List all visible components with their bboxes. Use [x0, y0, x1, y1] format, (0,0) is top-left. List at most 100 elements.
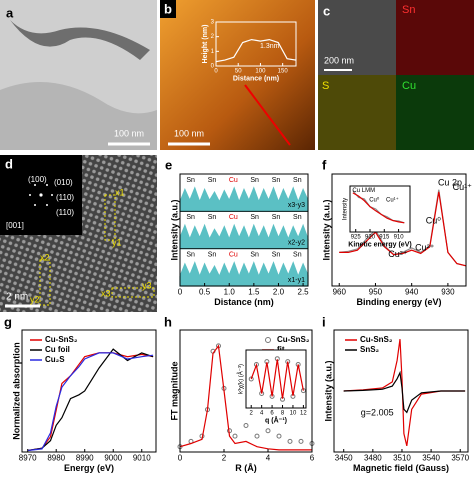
line [215, 38, 297, 63]
sn-map [396, 0, 474, 75]
peak-label: Sn [186, 177, 195, 184]
y-tick-label: 3 [211, 20, 215, 26]
peak-label: Sn [250, 252, 259, 259]
panel-label: e [165, 157, 172, 172]
data-point [232, 433, 238, 439]
panel-label: c [323, 3, 330, 18]
y-axis-label: k³χ(k) (Å⁻³) [238, 364, 245, 394]
plot-frame [331, 173, 467, 287]
annotation: Cu⁰ [426, 215, 442, 225]
x-tick-label: 100 [255, 68, 266, 74]
x-tick-label: 910 [394, 234, 405, 240]
line [27, 352, 154, 452]
map-label: S [322, 80, 329, 92]
x-axis-label: R (Å) [235, 463, 257, 473]
y-axis-label: Intensity [343, 198, 349, 220]
peak-label: Sn [250, 177, 259, 184]
annotation: Cu¹⁺ [453, 182, 473, 192]
afm-image [160, 0, 315, 150]
inset-bg [350, 186, 410, 232]
legend-label: Cu-SnS₂ [277, 335, 310, 344]
x-axis-label: q (Å⁻¹) [265, 415, 287, 424]
marker-label: y1 [112, 237, 122, 247]
peak-label: Cu [229, 177, 238, 184]
scale-bar-label: 200 nm [324, 55, 354, 65]
x-tick-label: 915 [379, 234, 390, 240]
sem-image [318, 0, 396, 75]
area [179, 223, 309, 250]
line [250, 359, 304, 399]
panel-label: i [322, 314, 326, 329]
legend-label: Cu-SnS₂ [360, 335, 393, 344]
marker-label: x2 [40, 252, 50, 262]
plot-frame [179, 173, 309, 287]
x-tick-label: 2.0 [273, 288, 285, 297]
x-tick-label: 1.5 [248, 288, 260, 297]
x-tick-label: 0 [178, 288, 183, 297]
area [179, 186, 309, 212]
y-tick-label: 0 [211, 64, 215, 70]
x-tick-label: 4 [260, 410, 264, 416]
x-axis-label: Magnetic field (Gauss) [353, 463, 449, 473]
peak-label: Sn [293, 214, 302, 221]
y-tick-label: 1 [211, 49, 215, 55]
spot-label: (110) [56, 208, 74, 217]
x-tick-label: 9000 [104, 454, 122, 463]
peak-label: Sn [272, 177, 281, 184]
x-tick-label: 6 [310, 454, 315, 463]
peak-label: Sn [272, 252, 281, 259]
annotation: Cu LMM [352, 188, 375, 194]
x-tick-label: 8990 [76, 454, 94, 463]
peak-label: Sn [250, 214, 259, 221]
x-tick-label: 960 [333, 288, 347, 297]
x-tick-label: 940 [405, 288, 419, 297]
panel-label: d [5, 156, 13, 171]
y-axis-label: Intensity (a.u.) [321, 199, 331, 260]
series-label: x3-y3 [288, 202, 305, 209]
inset-bg [246, 350, 306, 408]
x-tick-label: 50 [235, 68, 242, 74]
plot-frame [21, 329, 157, 453]
marker-label: x3 [101, 288, 111, 298]
scale-bar-label: 2 nm [6, 292, 28, 303]
data-point [287, 438, 293, 444]
profile-boxes [39, 194, 155, 306]
line [343, 370, 466, 414]
y-axis-label: Intensity (a.u.) [323, 360, 333, 421]
x-tick-label: 3510 [393, 454, 411, 463]
x-axis-label: Distance (nm) [214, 297, 274, 307]
panel-label: f [322, 157, 327, 172]
x-tick-label: 8 [281, 410, 285, 416]
x-tick-label: 3480 [364, 454, 382, 463]
plot-frame [349, 185, 411, 233]
map-label: Sn [402, 4, 415, 16]
peak-label: Sn [208, 177, 217, 184]
line [339, 191, 467, 267]
zone-axis: [001] [6, 221, 24, 230]
peak-label: Sn [186, 214, 195, 221]
plot-frame [179, 329, 313, 453]
marker-label: y2 [30, 294, 40, 304]
x-tick-label: 950 [369, 288, 383, 297]
x-tick-label: 930 [441, 288, 455, 297]
x-tick-label: 12 [300, 410, 307, 416]
x-tick-label: 2.5 [298, 288, 310, 297]
label-bg [160, 0, 176, 18]
legend-label: Cu-SnS₂ [45, 335, 78, 344]
plot-frame [245, 349, 307, 409]
spot-label: (010) [54, 178, 73, 187]
peak-label: Sn [293, 177, 302, 184]
annotation: g=2.005 [361, 407, 394, 417]
x-tick-label: 925 [351, 234, 362, 240]
line [27, 352, 154, 452]
line [179, 344, 312, 451]
x-axis-label: Energy (eV) [64, 463, 114, 473]
annotation: Cu²⁺ [388, 249, 408, 259]
panel-label: h [164, 314, 172, 329]
data-point [265, 428, 271, 434]
x-tick-label: 2 [222, 454, 227, 463]
nanosheet [0, 82, 157, 150]
scale-bar-label: 100 nm [114, 128, 144, 138]
panel-label: a [6, 5, 14, 20]
